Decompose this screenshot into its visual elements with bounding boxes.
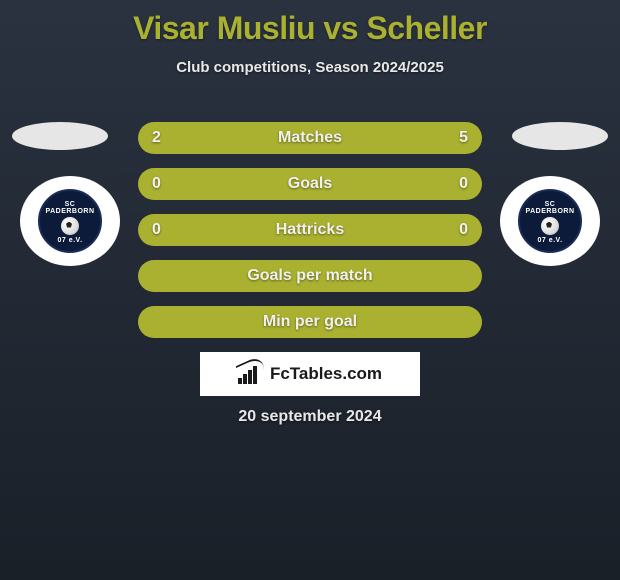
stat-right-value: 0 [459,175,468,193]
brand-text: FcTables.com [270,364,382,384]
stats-container: 2 Matches 5 0 Goals 0 0 Hattricks 0 Goal… [138,122,482,338]
stat-label: Goals [288,175,332,193]
badge-left-line1: SC [65,201,76,208]
stat-row-goals: 0 Goals 0 [138,168,482,200]
brand-logo: FcTables.com [200,352,420,396]
badge-right-line3: 07 e.V. [537,237,562,244]
vs-text: vs [323,10,358,46]
stat-fill-right [236,122,482,154]
player2-name: Scheller [366,10,487,46]
ellipse-left [12,122,108,150]
stat-label: Min per goal [263,313,357,331]
stat-left-value: 0 [152,175,161,193]
comparison-title: Visar Musliu vs Scheller [0,0,620,47]
stat-row-hattricks: 0 Hattricks 0 [138,214,482,246]
subtitle: Club competitions, Season 2024/2025 [0,59,620,76]
football-icon [61,217,79,235]
stat-row-matches: 2 Matches 5 [138,122,482,154]
stat-row-goals-per-match: Goals per match [138,260,482,292]
stat-left-value: 2 [152,129,161,147]
player1-name: Visar Musliu [133,10,315,46]
stat-label: Hattricks [276,221,344,239]
badge-right-line1: SC [545,201,556,208]
ellipse-right [512,122,608,150]
stat-row-min-per-goal: Min per goal [138,306,482,338]
football-icon [541,217,559,235]
club-badge-right: SC PADERBORN 07 e.V. [500,176,600,266]
club-badge-left: SC PADERBORN 07 e.V. [20,176,120,266]
stat-right-value: 5 [459,129,468,147]
badge-right-line2: PADERBORN [525,208,574,215]
badge-inner-right: SC PADERBORN 07 e.V. [518,189,582,253]
date-text: 20 september 2024 [0,408,620,426]
stat-right-value: 0 [459,221,468,239]
stat-label: Matches [278,129,342,147]
badge-inner-left: SC PADERBORN 07 e.V. [38,189,102,253]
badge-left-line3: 07 e.V. [57,237,82,244]
chart-icon [238,364,264,384]
stat-left-value: 0 [152,221,161,239]
stat-label: Goals per match [247,267,372,285]
badge-left-line2: PADERBORN [45,208,94,215]
